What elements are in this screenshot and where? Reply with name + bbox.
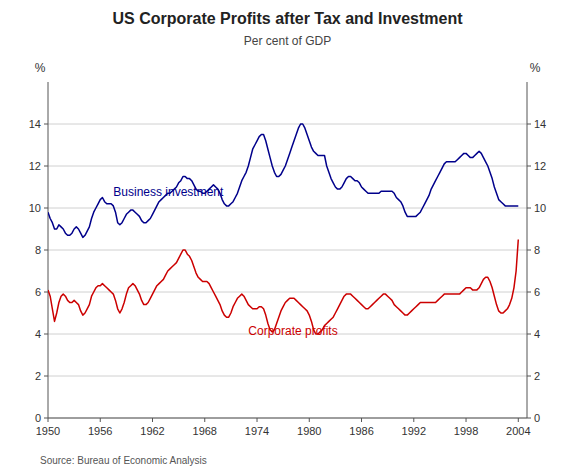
- series-line: [48, 240, 518, 335]
- x-tick: [48, 418, 49, 422]
- y-tick: [44, 166, 48, 167]
- x-tick-label: 1968: [193, 425, 217, 437]
- grid-line: [48, 418, 527, 419]
- y2-tick: [527, 376, 531, 377]
- y-tick-label: 4: [35, 328, 41, 340]
- y-tick-label: 10: [29, 202, 41, 214]
- x-axis-line: [48, 418, 527, 419]
- grid-line: [48, 124, 527, 125]
- source: Source: Bureau of Economic Analysis: [40, 455, 207, 466]
- x-tick-label: 1998: [454, 425, 478, 437]
- grid-line: [48, 376, 527, 377]
- x-tick: [152, 418, 153, 422]
- y2-tick: [527, 334, 531, 335]
- y2-tick: [527, 208, 531, 209]
- y2-tick-label: 2: [534, 370, 540, 382]
- x-tick: [466, 418, 467, 422]
- x-tick: [204, 418, 205, 422]
- x-tick: [361, 418, 362, 422]
- grid-line: [48, 250, 527, 251]
- chart-svg: US Corporate Profits after Tax and Inves…: [0, 0, 575, 474]
- y2-tick-label: 0: [534, 412, 540, 424]
- y-tick: [44, 208, 48, 209]
- x-tick-label: 2004: [506, 425, 530, 437]
- y-tick: [44, 376, 48, 377]
- chart-container: US Corporate Profits after Tax and Inves…: [0, 0, 575, 474]
- title: US Corporate Profits after Tax and Inves…: [113, 10, 464, 27]
- x-tick-label: 1986: [349, 425, 373, 437]
- y2-tick-label: 6: [534, 286, 540, 298]
- y2-tick: [527, 124, 531, 125]
- y-tick: [44, 124, 48, 125]
- y2-tick: [527, 250, 531, 251]
- y-tick-label: 2: [35, 370, 41, 382]
- y2-tick: [527, 418, 531, 419]
- grid-line: [48, 292, 527, 293]
- y2-tick: [527, 292, 531, 293]
- x-tick: [100, 418, 101, 422]
- x-tick: [518, 418, 519, 422]
- axes: 0 2 4 6 8 10 12 14 0 2 4 6 8 10 12 14 1950 1956 1962 1968 19…: [29, 82, 547, 437]
- series-label: Corporate profits: [248, 324, 337, 338]
- x-tick: [413, 418, 414, 422]
- y2-tick-label: 8: [534, 244, 540, 256]
- y2-tick-label: 12: [534, 160, 546, 172]
- y-tick-label: 0: [35, 412, 41, 424]
- y-tick: [44, 418, 48, 419]
- series-line: [48, 124, 518, 237]
- x-tick-label: 1956: [88, 425, 112, 437]
- series-label: Business investment: [113, 185, 224, 199]
- grid-line: [48, 166, 527, 167]
- x-tick-label: 1980: [297, 425, 321, 437]
- x-tick-label: 1974: [245, 425, 269, 437]
- series-lines: [48, 124, 518, 334]
- y2-tick-label: 10: [534, 202, 546, 214]
- x-tick: [257, 418, 258, 422]
- y2-tick-label: 14: [534, 118, 546, 130]
- y-tick: [44, 334, 48, 335]
- y-tick-label: 8: [35, 244, 41, 256]
- x-tick-label: 1950: [36, 425, 60, 437]
- y-axis-label: %: [35, 61, 46, 75]
- y-tick: [44, 250, 48, 251]
- y2-axis-label: %: [530, 61, 541, 75]
- y-tick-label: 6: [35, 286, 41, 298]
- y2-tick-label: 4: [534, 328, 540, 340]
- x-tick-label: 1962: [140, 425, 164, 437]
- grid-line: [48, 208, 527, 209]
- subtitle: Per cent of GDP: [244, 34, 331, 48]
- y-tick-label: 12: [29, 160, 41, 172]
- grid: [48, 124, 527, 418]
- y-tick-label: 14: [29, 118, 41, 130]
- y2-tick: [527, 166, 531, 167]
- x-tick: [309, 418, 310, 422]
- x-tick-label: 1992: [402, 425, 426, 437]
- y-tick: [44, 292, 48, 293]
